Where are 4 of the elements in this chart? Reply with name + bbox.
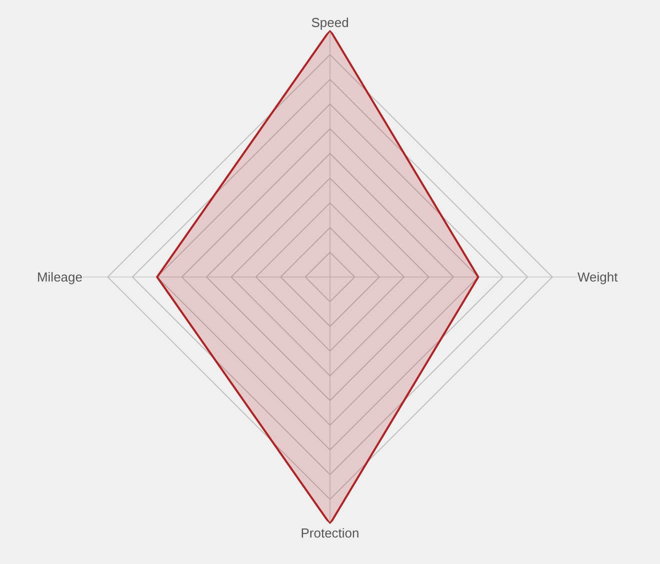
spoke-label: Speed	[311, 14, 349, 30]
spoke-label: Mileage	[36, 270, 82, 285]
spoke-label: Weight	[578, 270, 618, 285]
spoke-label: Protection	[300, 526, 360, 540]
